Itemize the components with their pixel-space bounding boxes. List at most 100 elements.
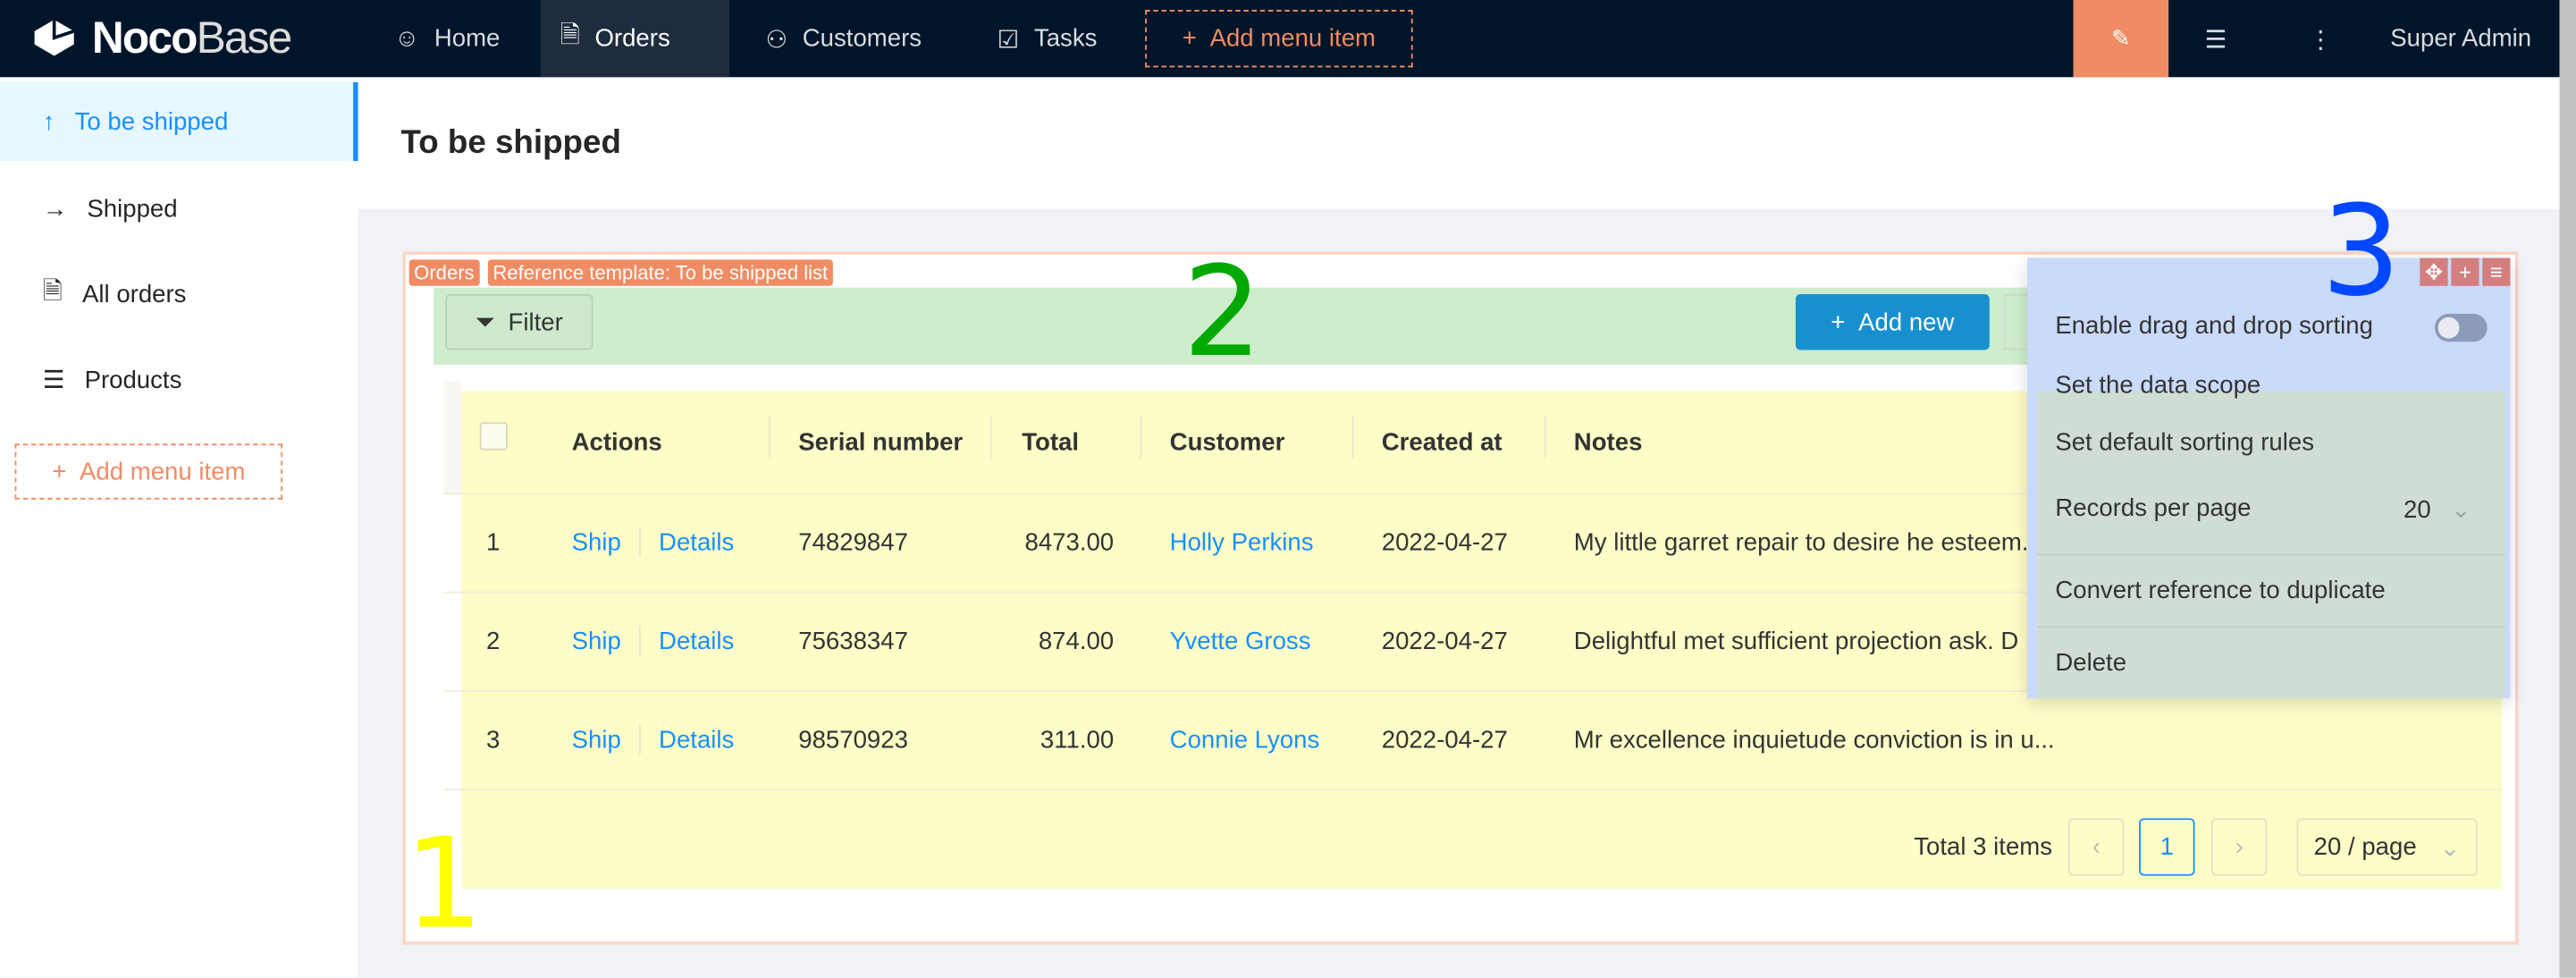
column-header-notes[interactable]: Notes (1573, 427, 1643, 457)
serial-number-cell: 98570923 (798, 725, 908, 754)
customer-link[interactable]: Holly Perkins (1169, 527, 1314, 557)
arrow-right-icon: → (42, 194, 68, 223)
details-action-link[interactable]: Details (659, 627, 735, 655)
highlighter-icon: ✎ (2111, 24, 2131, 51)
column-divider (1351, 416, 1354, 459)
ui-editor-button[interactable]: ✎ (2073, 0, 2169, 78)
add-menu-item-button[interactable]: + Add menu item (1145, 10, 1413, 68)
template-tag: Reference template: To be shipped list (487, 259, 833, 286)
filter-button[interactable]: ⏷ Filter (445, 294, 593, 350)
ship-action-link[interactable]: Ship (571, 527, 621, 557)
sidebar-item-products[interactable]: ☰ Products (42, 365, 182, 395)
nav-orders[interactable]: 🗎 Orders (540, 0, 730, 78)
records-per-page-select[interactable]: 20 ⌄ (2403, 495, 2471, 525)
row-index: 3 (486, 725, 501, 754)
add-new-button[interactable]: + Add new (1795, 294, 1990, 350)
pagination-total: Total 3 items (1914, 832, 2053, 862)
total-cell: 874.00 (1038, 627, 1115, 655)
secondary-button[interactable] (2004, 294, 2038, 350)
menu-item-default-sorting[interactable]: Set default sorting rules (2055, 428, 2314, 457)
action-divider (638, 626, 641, 656)
customer-link[interactable]: Yvette Gross (1169, 627, 1311, 655)
column-header-total[interactable]: Total (1022, 427, 1080, 457)
chevron-down-icon: ⌄ (2439, 833, 2461, 863)
menu-item-convert-reference[interactable]: Convert reference to duplicate (2055, 577, 2386, 605)
check-square-icon: ☑ (997, 25, 1020, 54)
details-action-link[interactable]: Details (659, 725, 735, 754)
more-vertical-icon: ⋮ (2308, 25, 2333, 54)
select-all-checkbox[interactable] (479, 422, 508, 451)
created-at-cell: 2022-04-27 (1381, 725, 1508, 754)
menu-item-delete[interactable]: Delete (2055, 649, 2127, 678)
chevron-down-icon: ⌄ (2450, 496, 2471, 525)
filter-icon: ⏷ (475, 308, 495, 336)
settings-menu-highlight (2037, 391, 2505, 699)
column-divider (1140, 416, 1142, 459)
drag-sorting-toggle[interactable] (2434, 314, 2488, 342)
notes-cell: Mr excellence inquietude conviction is i… (1573, 725, 2055, 754)
drag-handle-icon[interactable]: ✥ (2420, 257, 2448, 286)
collections-button[interactable]: ☰ (2205, 0, 2227, 77)
add-block-icon[interactable]: + (2451, 257, 2479, 286)
action-divider (638, 724, 641, 755)
serial-number-cell: 74829847 (798, 527, 908, 557)
file-check-icon: 🗎 (42, 276, 63, 305)
menu-item-records-per-page[interactable]: Records per page (2055, 494, 2252, 523)
sidebar-item-shipped[interactable]: → Shipped (42, 194, 178, 223)
page-header (358, 77, 2560, 209)
logo[interactable]: Noco Base (29, 13, 292, 63)
smile-icon: ☺ (394, 24, 420, 53)
plus-icon: + (52, 457, 67, 486)
settings-menu-icon[interactable]: ≡ (2482, 257, 2511, 286)
nav-home[interactable]: ☺ Home (394, 24, 501, 53)
sidebar-item-all-orders[interactable]: 🗎 All orders (0, 255, 358, 333)
ship-action-link[interactable]: Ship (571, 725, 621, 754)
ship-action-link[interactable]: Ship (571, 627, 621, 655)
column-header-actions: Actions (571, 427, 662, 457)
table-row[interactable] (443, 689, 2503, 788)
total-cell: 8473.00 (1024, 527, 1115, 557)
logo-icon (34, 20, 75, 56)
table-row[interactable] (443, 493, 2503, 591)
list-icon: ☰ (42, 366, 65, 395)
column-header-created-at[interactable]: Created at (1381, 427, 1503, 457)
collection-tag: Orders (408, 259, 480, 286)
menu-divider (2037, 553, 2505, 556)
page-size-select[interactable]: 20 / page ⌄ (2296, 818, 2478, 876)
page-title: To be shipped (400, 124, 621, 162)
customer-link[interactable]: Connie Lyons (1169, 725, 1320, 754)
row-index: 2 (486, 627, 501, 655)
row-index: 1 (486, 527, 501, 557)
nav-tasks[interactable]: ☑ Tasks (997, 24, 1098, 54)
nav-customers[interactable]: ⚇ Customers (765, 24, 922, 54)
sidebar-item-to-be-shipped[interactable]: ↑ To be shipped (0, 81, 358, 162)
users-icon: ⚇ (765, 25, 788, 54)
column-divider (1544, 416, 1546, 459)
menu-item-data-scope[interactable]: Set the data scope (2055, 371, 2261, 400)
annotation-number-3: 3 (2321, 177, 2401, 325)
action-bar-highlight (434, 287, 2029, 366)
table-bottom-border (443, 788, 2503, 791)
next-page-button[interactable]: › (2210, 818, 2268, 876)
page-1-button[interactable]: 1 (2139, 818, 2195, 876)
user-menu[interactable]: Super Admin (2390, 24, 2532, 53)
database-icon: ☰ (2204, 25, 2227, 54)
column-divider (769, 416, 771, 459)
action-divider (638, 527, 641, 558)
scrollbar[interactable] (2559, 0, 2576, 978)
details-action-link[interactable]: Details (659, 527, 735, 557)
menu-item-enable-drag-sorting[interactable]: Enable drag and drop sorting (2055, 312, 2373, 341)
column-divider (990, 416, 993, 459)
menu-divider (2037, 626, 2505, 628)
column-header-customer[interactable]: Customer (1169, 427, 1285, 457)
table-edge (443, 381, 462, 493)
notes-cell: My little garret repair to desire he est… (1573, 527, 2029, 557)
plus-icon: + (1831, 308, 1846, 336)
sidebar (0, 77, 358, 978)
arrow-up-icon: ↑ (42, 107, 55, 136)
column-header-serial[interactable]: Serial number (798, 427, 964, 457)
more-button[interactable]: ⋮ (2308, 0, 2333, 77)
prev-page-button[interactable]: ‹ (2068, 818, 2125, 876)
table-row[interactable] (443, 591, 2503, 690)
sidebar-add-menu-item[interactable]: + Add menu item (14, 443, 283, 500)
